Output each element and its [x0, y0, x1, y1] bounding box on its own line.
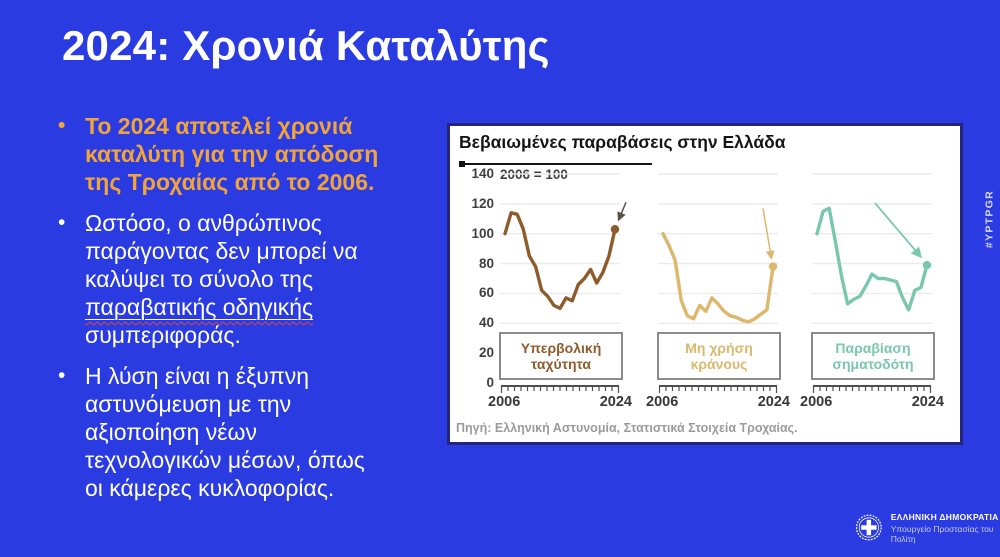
x-label-start: 2006 [488, 394, 521, 410]
bullet-text-before: Ωστόσο, ο ανθρώπινος παράγοντας δεν μπορ… [85, 210, 358, 292]
footer-org: ΕΛΛΗΝΙΚΗ ΔΗΜΟΚΡΑΤΙΑ [890, 511, 999, 522]
series-end-dot [922, 260, 932, 270]
series-label-box: Μη χρήση κράνους [657, 332, 781, 380]
y-tick-label: 60 [478, 285, 494, 301]
series-label-box: Υπερβολική ταχύτητα [499, 332, 623, 380]
spellchecked-phrase: παραβατικής οδηγικής [85, 294, 314, 320]
x-label-start: 2006 [800, 394, 833, 410]
bullet-marker: • [58, 114, 66, 137]
bullet-item-catalyst: • Το 2024 αποτελεί χρονιά καταλύτη για τ… [58, 112, 443, 196]
y-tick-label: 120 [471, 195, 494, 211]
line-chart-1 [500, 173, 620, 324]
y-tick-label: 100 [471, 225, 494, 241]
trend-arrows-overlay [617, 201, 922, 260]
series-end-dot [768, 262, 778, 271]
series-label-box: Παραβίαση σηματοδότη [811, 332, 935, 380]
x-label-end: 2024 [911, 394, 944, 410]
x-axis-labels: 2006 2024 [800, 394, 944, 410]
bullet-text: Η λύση είναι η έξυπνη αστυνόμευση με την… [85, 363, 365, 501]
rule-end-square [459, 161, 465, 167]
bullet-text: Το 2024 αποτελεί χρονιά καταλύτη για την… [85, 113, 379, 195]
bullet-list: • Το 2024 αποτελεί χρονιά καταλύτη για τ… [58, 112, 443, 515]
line-chart-2 [658, 173, 778, 324]
footer-dept: Υπουργείο Προστασίας του Πολίτη [890, 523, 994, 544]
bullet-marker: • [58, 211, 66, 234]
x-axis-ruler [658, 385, 778, 393]
x-axis-labels: 2006 2024 [488, 394, 632, 410]
x-axis-ruler [812, 385, 932, 393]
footer-text: ΕΛΛΗΝΙΚΗ ΔΗΜΟΚΡΑΤΙΑ Υπουργείο Προστασίας… [891, 512, 1000, 544]
x-label-end: 2024 [599, 394, 632, 410]
source-note: Πηγή: Ελληνική Αστυνομία, Στατιστικά Στο… [456, 421, 798, 435]
x-label-start: 2006 [646, 394, 679, 410]
line-chart-3 [812, 173, 932, 324]
slide-title: 2024: Χρονιά Καταλύτης [62, 22, 550, 69]
bullet-marker: • [58, 364, 66, 387]
chart-panel: Βεβαιωμένες παραβάσεις στην Ελλάδα 2006 … [447, 123, 963, 445]
bullet-text-after: συμπεριφοράς. [85, 322, 241, 348]
x-label-end: 2024 [757, 394, 790, 410]
bullet-item-smart-policing: • Η λύση είναι η έξυπνη αστυνόμευση με τ… [58, 362, 443, 502]
highlight-arrow [762, 208, 775, 260]
hashtag-vertical-label: #YPTPGR [983, 189, 996, 249]
y-tick-label: 40 [478, 315, 494, 331]
chart-title: Βεβαιωμένες παραβάσεις στην Ελλάδα [459, 132, 786, 152]
highlight-arrow [617, 201, 627, 222]
bullet-text: Ωστόσο, ο ανθρώπινος παράγοντας δεν μπορ… [85, 209, 358, 349]
y-tick-label: 140 [471, 166, 494, 181]
highlight-arrow [874, 202, 922, 259]
bullet-item-human-factor: • Ωστόσο, ο ανθρώπινος παράγοντας δεν μπ… [58, 209, 443, 349]
series-line [503, 211, 617, 311]
footer-logo: ΕΛΛΗΝΙΚΗ ΔΗΜΟΚΡΑΤΙΑ Υπουργείο Προστασίας… [855, 511, 1000, 544]
y-tick-label: 20 [478, 345, 494, 361]
series-end-dot [610, 225, 620, 234]
title-underline-rule [459, 161, 652, 167]
series-line [815, 206, 929, 312]
y-tick-label: 80 [478, 255, 494, 271]
government-emblem-icon [855, 514, 882, 541]
series-line [661, 232, 775, 324]
x-axis-labels: 2006 2024 [646, 394, 790, 410]
y-tick-label: 0 [486, 375, 494, 390]
x-axis-ruler [500, 385, 620, 393]
